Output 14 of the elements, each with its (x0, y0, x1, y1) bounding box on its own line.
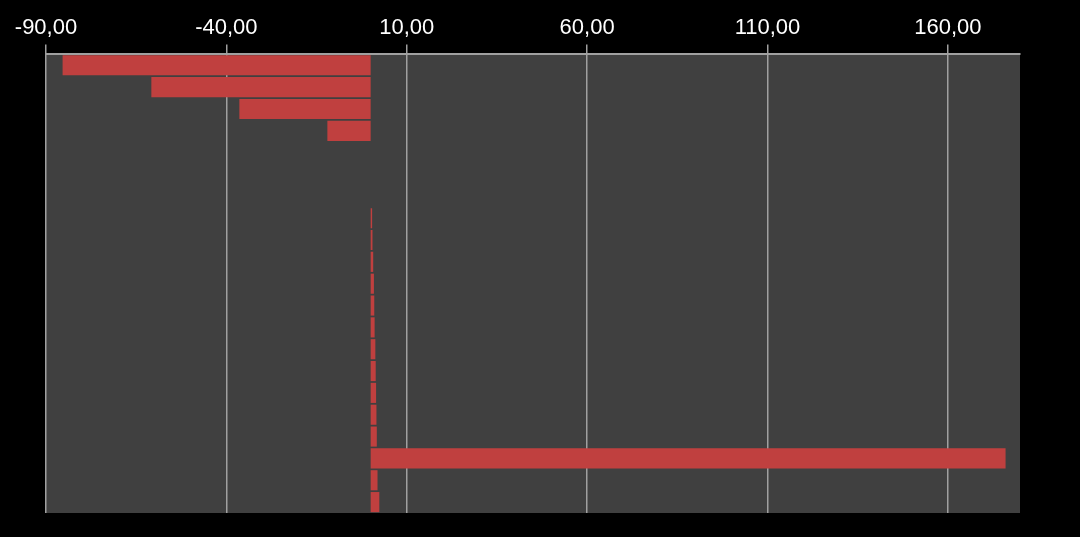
bar (370, 492, 380, 513)
bar (239, 98, 371, 120)
bar (62, 55, 371, 76)
bar (327, 120, 371, 141)
bar (151, 77, 371, 98)
bar (370, 361, 376, 382)
x-tick-label: 160,00 (914, 14, 982, 40)
x-tick-label: -90,00 (14, 14, 78, 40)
x-tick-label: 10,00 (379, 14, 435, 40)
x-tick-label: -40,00 (195, 14, 258, 40)
x-tick-label: 60,00 (559, 14, 615, 40)
bar (370, 382, 377, 403)
x-tick-label: 110,00 (734, 14, 801, 40)
bar (370, 470, 378, 491)
